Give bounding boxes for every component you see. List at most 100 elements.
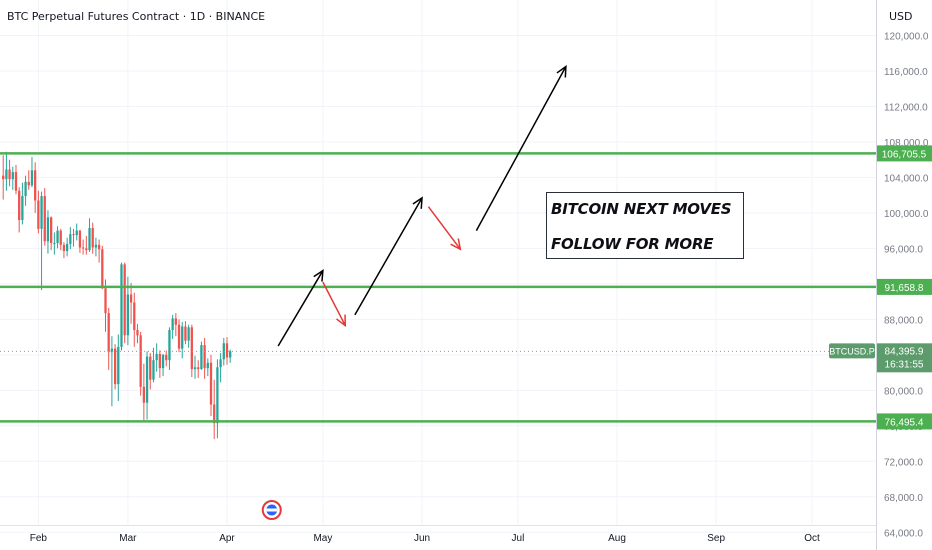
candle-body[interactable] xyxy=(24,181,27,197)
price-tick-label: 112,000.0 xyxy=(884,102,928,113)
candle-body[interactable] xyxy=(11,172,14,180)
candle-body[interactable] xyxy=(197,367,200,370)
candle-body[interactable] xyxy=(30,170,34,186)
text-note-line-2: FOLLOW FOR MORE xyxy=(551,235,714,253)
candle-body[interactable] xyxy=(37,200,40,229)
candle-body[interactable] xyxy=(145,356,149,403)
text-note-line-1: BITCOIN NEXT MOVES xyxy=(551,200,732,218)
candle-body[interactable] xyxy=(222,343,225,360)
candle-body[interactable] xyxy=(206,362,209,369)
price-tick-label: 104,000.0 xyxy=(884,173,929,184)
candle-body[interactable] xyxy=(129,294,133,303)
down-arrow-line[interactable] xyxy=(427,206,461,250)
candle-body[interactable] xyxy=(216,367,219,424)
candle-body[interactable] xyxy=(2,175,5,180)
candle-body[interactable] xyxy=(168,330,171,361)
candle-body[interactable] xyxy=(75,230,78,236)
candle-body[interactable] xyxy=(14,172,18,191)
candle-body[interactable] xyxy=(40,196,43,229)
price-tick-label: 64,000.0 xyxy=(884,528,923,539)
candle-body[interactable] xyxy=(229,351,232,358)
candle-body[interactable] xyxy=(142,386,146,403)
candle-body[interactable] xyxy=(110,348,114,353)
candle-body[interactable] xyxy=(155,353,158,361)
arrow-head xyxy=(450,238,462,251)
candle-body[interactable] xyxy=(136,330,139,336)
candle-body[interactable] xyxy=(187,327,190,341)
price-tick-label: 72,000.0 xyxy=(884,457,923,468)
candle-body[interactable] xyxy=(34,170,37,201)
candle-body[interactable] xyxy=(120,264,123,347)
candle-body[interactable] xyxy=(97,244,101,250)
currency-label[interactable]: USD xyxy=(889,10,913,23)
candle-body[interactable] xyxy=(149,356,152,380)
candle-body[interactable] xyxy=(165,354,168,361)
candle-body[interactable] xyxy=(5,169,8,180)
candle-body[interactable] xyxy=(101,249,104,289)
candle-body[interactable] xyxy=(91,227,94,248)
candle-body[interactable] xyxy=(152,360,155,380)
candle-body[interactable] xyxy=(53,243,56,245)
up-arrow-line[interactable] xyxy=(354,197,423,316)
level-price-tag xyxy=(877,413,932,430)
candle-body[interactable] xyxy=(113,348,117,385)
candle-body[interactable] xyxy=(225,343,229,358)
candle-body[interactable] xyxy=(190,327,193,370)
candle-body[interactable] xyxy=(62,244,66,252)
candle-body[interactable] xyxy=(158,353,162,369)
candle-body[interactable] xyxy=(174,318,177,325)
arrow-head xyxy=(313,269,324,282)
candle-body[interactable] xyxy=(56,230,59,244)
candle-body[interactable] xyxy=(18,190,21,220)
candle-body[interactable] xyxy=(184,326,187,341)
symbol-tag xyxy=(829,343,875,359)
candle-body[interactable] xyxy=(193,367,197,370)
candle-body[interactable] xyxy=(69,234,72,244)
candle-body[interactable] xyxy=(181,326,184,349)
candle-body[interactable] xyxy=(133,302,136,331)
time-tick-label: Mar xyxy=(119,533,137,544)
candle-body[interactable] xyxy=(139,335,142,387)
candle-body[interactable] xyxy=(50,217,53,244)
candle-body[interactable] xyxy=(213,404,216,424)
candle-body[interactable] xyxy=(161,354,165,369)
candle-body[interactable] xyxy=(107,313,110,353)
candle-body[interactable] xyxy=(209,362,213,405)
candle-body[interactable] xyxy=(81,247,85,249)
candle-body[interactable] xyxy=(123,264,126,336)
up-arrow-line[interactable] xyxy=(277,270,324,347)
text-note-box[interactable]: BITCOIN NEXT MOVES FOLLOW FOR MORE xyxy=(546,192,744,259)
chart-title: BTC Perpetual Futures Contract · 1D · BI… xyxy=(7,10,266,23)
candle-body[interactable] xyxy=(126,294,130,336)
candle-body[interactable] xyxy=(171,318,174,330)
candle-body[interactable] xyxy=(21,196,24,220)
candle-body[interactable] xyxy=(88,227,91,251)
time-tick-label: May xyxy=(313,533,332,544)
price-tick-label: 116,000.0 xyxy=(884,67,928,78)
candle-body[interactable] xyxy=(104,288,107,314)
candle-body[interactable] xyxy=(27,181,30,186)
candle-body[interactable] xyxy=(85,248,88,251)
time-axis-separator xyxy=(0,525,876,526)
candle-body[interactable] xyxy=(8,169,11,180)
candle-body[interactable] xyxy=(46,217,50,242)
candle-body[interactable] xyxy=(65,243,69,252)
candle-body[interactable] xyxy=(117,346,120,385)
candle-body[interactable] xyxy=(177,324,181,349)
candle-body[interactable] xyxy=(94,244,98,248)
price-tick-label: 100,000.0 xyxy=(884,209,929,220)
candle-body[interactable] xyxy=(219,359,222,368)
candle-body[interactable] xyxy=(78,230,82,248)
up-arrow-line[interactable] xyxy=(475,66,567,232)
candle-body[interactable] xyxy=(203,345,206,369)
candle-body[interactable] xyxy=(59,230,62,245)
candle-body[interactable] xyxy=(72,234,75,236)
price-axis-separator xyxy=(876,0,877,550)
down-arrow-line[interactable] xyxy=(322,281,346,326)
last-price-label: 84,395.9 xyxy=(885,346,924,357)
candle-body[interactable] xyxy=(43,196,46,242)
candle-body[interactable] xyxy=(200,345,203,370)
event-flag-stripe xyxy=(266,508,278,512)
